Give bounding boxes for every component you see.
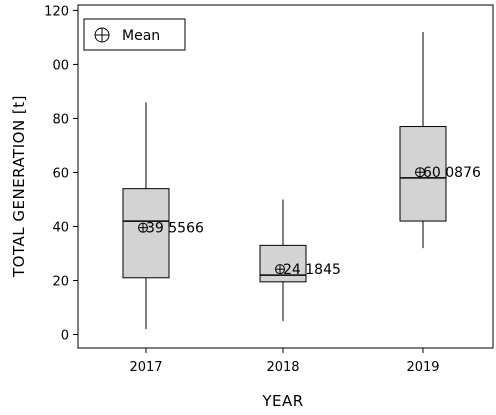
y-tick-label: 40 [52,220,69,235]
legend-label: Mean [122,28,160,44]
y-tick-label: 0 [61,328,69,343]
y-tick-label: 120 [44,4,69,19]
mean-value-label: 39 5566 [146,221,204,237]
legend: Mean [83,18,186,51]
y-tick-label: 60 [52,166,69,181]
box-group: 39 5566 [122,102,204,330]
mean-value-label: 60 0876 [423,165,481,181]
boxes: 39 5566 24 1845 60 0876 [122,32,481,330]
box-iqr [122,188,170,279]
plot-frame [77,4,494,349]
y-tick-label: 80 [52,112,69,127]
y-tick-label: 00 [52,58,69,73]
y-tick-label: 20 [52,274,69,289]
box-iqr [399,126,447,222]
box-group: 24 1845 [259,199,341,321]
y-axis-title: TOTAL GENERATION [t] [10,95,28,278]
x-axis-title: YEAR [261,392,303,410]
x-tick-label: 2019 [406,360,439,375]
mean-value-label: 24 1845 [283,262,341,278]
x-tick-label: 2018 [266,360,299,375]
y-axis: 0 20 40 60 80 00 120 [44,4,78,343]
box-group: 60 0876 [399,32,481,249]
x-axis: 2017 2018 2019 [129,348,440,375]
x-tick-label: 2017 [129,360,162,375]
